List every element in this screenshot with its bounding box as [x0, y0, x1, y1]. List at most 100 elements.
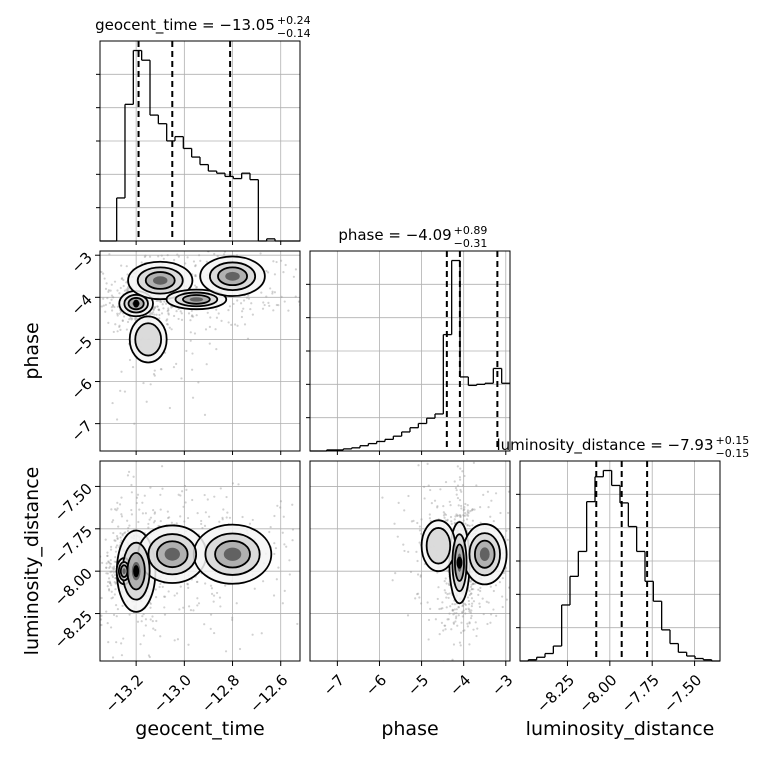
sample-point [459, 478, 462, 481]
sample-point [447, 596, 450, 600]
x-axis-label: luminosity_distance [526, 718, 715, 740]
sample-point [149, 618, 152, 621]
sample-point [448, 612, 451, 615]
sample-point [467, 511, 470, 515]
sample-point [159, 300, 162, 303]
sample-point [152, 245, 154, 247]
sample-point [446, 618, 449, 621]
sample-point [111, 520, 114, 524]
sample-point [143, 255, 146, 258]
sample-point [275, 260, 278, 264]
sample-point [210, 435, 212, 437]
sample-point [251, 313, 254, 316]
sample-point [190, 315, 193, 318]
sample-point [192, 260, 196, 263]
sample-point [123, 390, 127, 393]
sample-point [196, 512, 199, 515]
sample-point [279, 506, 282, 509]
sample-point [283, 543, 286, 546]
sample-point [444, 628, 447, 631]
sample-point [463, 474, 466, 478]
sample-point [461, 484, 465, 487]
sample-point [471, 524, 474, 527]
sample-point [466, 509, 470, 512]
sample-point [110, 298, 113, 301]
sample-point [436, 506, 439, 509]
sample-point [495, 614, 498, 618]
sample-point [127, 667, 129, 669]
sample-point [179, 494, 182, 497]
sample-point [490, 499, 493, 502]
sample-point [121, 604, 124, 607]
sample-point [456, 465, 459, 468]
sample-point [119, 328, 122, 331]
sample-point [249, 308, 252, 311]
sample-point [157, 308, 160, 311]
sample-point [236, 324, 239, 327]
sample-point [445, 596, 448, 599]
sample-point [466, 513, 469, 516]
sample-point [144, 618, 148, 621]
sample-point [109, 565, 112, 568]
sample-point [471, 507, 474, 511]
sample-point [454, 620, 457, 623]
sample-point [149, 516, 153, 519]
sample-point [469, 580, 472, 583]
sample-point [481, 597, 484, 600]
sample-point [288, 573, 291, 576]
sample-point [113, 580, 116, 584]
sample-point [453, 608, 456, 611]
sample-point [154, 628, 157, 632]
sample-point [417, 464, 420, 467]
sample-point [457, 504, 460, 507]
sample-point [212, 594, 216, 597]
sample-point [121, 319, 124, 322]
sample-point [100, 618, 103, 621]
sample-point [126, 320, 130, 324]
sample-point [501, 595, 504, 598]
sample-point [127, 289, 130, 292]
sample-point [210, 587, 214, 590]
sample-point [477, 593, 480, 596]
sample-point [83, 369, 85, 371]
sample-point [441, 601, 444, 604]
sample-point [100, 623, 103, 627]
sample-point [209, 613, 213, 616]
sample-point [283, 589, 286, 592]
sample-point [407, 550, 410, 553]
sample-point [462, 519, 465, 522]
sample-point [120, 513, 123, 516]
sample-point [281, 531, 284, 534]
sample-point [470, 509, 473, 512]
sample-point [439, 488, 442, 491]
sample-point [305, 235, 307, 237]
sample-point [285, 545, 288, 548]
sample-point [438, 607, 441, 611]
sample-point [119, 536, 122, 539]
sample-point [462, 508, 465, 512]
sample-point [195, 580, 199, 584]
x-tick-label: −8.00 [575, 671, 620, 716]
sample-point [394, 572, 397, 575]
sample-point [410, 520, 414, 523]
sample-point [186, 516, 190, 520]
sample-point [196, 580, 199, 583]
sample-point [170, 328, 173, 331]
sample-point [159, 519, 162, 523]
sample-point [175, 592, 179, 595]
sample-point [110, 508, 113, 511]
sample-point [155, 299, 158, 303]
sample-point [191, 314, 194, 317]
sample-point [206, 311, 209, 314]
sample-point [459, 467, 462, 470]
sample-point [148, 255, 152, 258]
sample-point [177, 317, 180, 321]
contour-level [134, 322, 163, 357]
y-tick-label: −7 [68, 417, 96, 445]
sample-point [477, 451, 479, 453]
sample-point [120, 264, 123, 267]
sample-point [463, 512, 467, 515]
sample-point [511, 530, 513, 532]
sample-point [418, 541, 421, 544]
sample-point [207, 235, 209, 237]
